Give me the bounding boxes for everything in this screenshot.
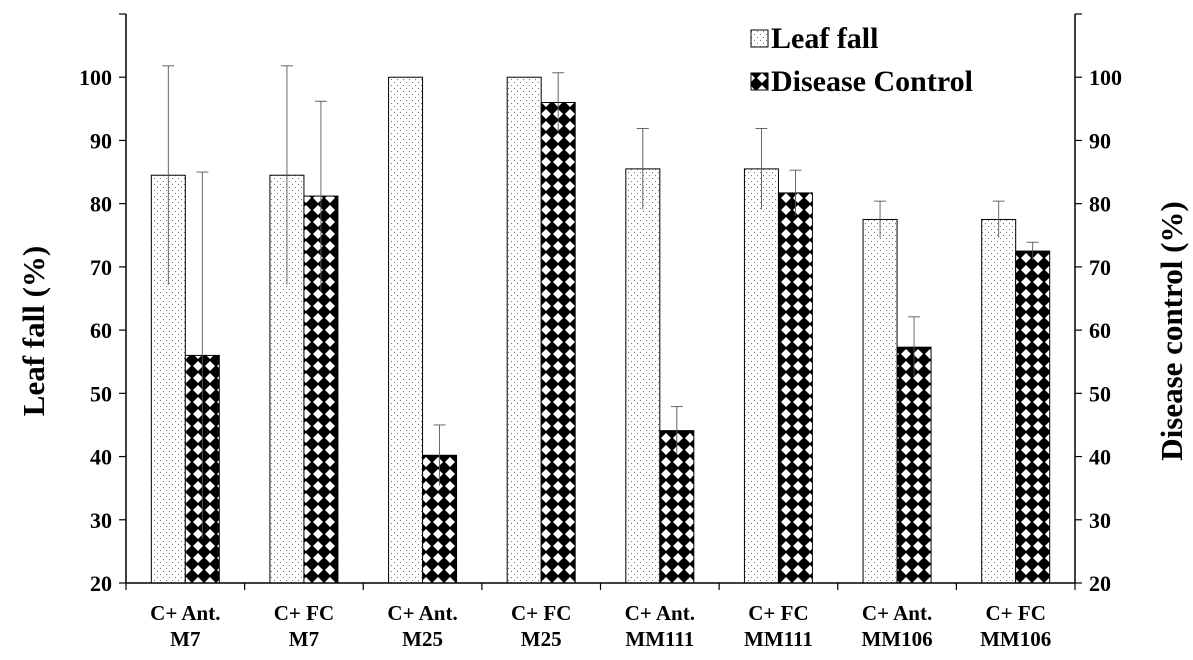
y-tick-label-left: 80 [90, 192, 112, 217]
y-tick-label-right: 90 [1089, 128, 1111, 153]
y-tick-label-right: 40 [1089, 445, 1111, 470]
y-tick-label-left: 50 [90, 381, 112, 406]
x-tick-label-treatment: C+ FC [748, 601, 808, 625]
x-tick-label-treatment: C+ Ant. [625, 601, 695, 625]
y-tick-label-left: 20 [90, 571, 112, 596]
y-tick-label-right: 70 [1089, 255, 1111, 280]
bar-leaf-fall [506, 76, 542, 584]
legend-swatch-leaf-fall [750, 29, 769, 48]
y-tick-label-right: 50 [1089, 381, 1111, 406]
bar-leaf-fall [862, 218, 898, 584]
x-tick-label-treatment: C+ Ant. [387, 601, 457, 625]
x-tick-label-treatment: C+ FC [511, 601, 571, 625]
legend-label-disease-control: Disease Control [771, 65, 973, 98]
y-axis-title-left: Leaf fall (%) [16, 246, 51, 416]
y-tick-label-left: 40 [90, 445, 112, 470]
x-tick-label-rootstock: M7 [170, 627, 200, 651]
x-tick-label-rootstock: MM111 [625, 627, 694, 651]
y-tick-label-right: 80 [1089, 192, 1111, 217]
y-tick-label-right: 100 [1089, 65, 1122, 90]
bar-disease-control [540, 102, 576, 584]
x-tick-label-treatment: C+ FC [986, 601, 1046, 625]
x-tick-label-rootstock: M25 [402, 627, 443, 651]
y-tick-label-left: 30 [90, 508, 112, 533]
y-tick-label-left: 60 [90, 318, 112, 343]
x-tick-label-treatment: C+ Ant. [150, 601, 220, 625]
y-tick-label-right: 60 [1089, 318, 1111, 343]
x-tick-label-rootstock: M7 [289, 627, 319, 651]
x-tick-label-rootstock: MM106 [861, 627, 932, 651]
x-tick-label-treatment: C+ Ant. [862, 601, 932, 625]
x-tick-label-rootstock: MM111 [744, 627, 813, 651]
x-tick-label-rootstock: MM106 [980, 627, 1051, 651]
y-tick-label-left: 90 [90, 128, 112, 153]
x-tick-label-treatment: C+ FC [274, 601, 334, 625]
y-tick-label-left: 100 [79, 65, 112, 90]
y-tick-label-right: 30 [1089, 508, 1111, 533]
bar-leaf-fall [388, 76, 424, 584]
y-tick-label-left: 70 [90, 255, 112, 280]
bar-disease-control [777, 192, 813, 584]
bar-leaf-fall [625, 168, 661, 584]
x-tick-label-rootstock: M25 [521, 627, 562, 651]
bar-leaf-fall [981, 218, 1017, 584]
y-tick-label-right: 20 [1089, 571, 1111, 596]
legend-swatch-disease-control [750, 72, 769, 91]
legend: Leaf fall Disease Control [750, 22, 973, 98]
bar-disease-control [1015, 250, 1051, 584]
y-axis-title-right: Disease control (%) [1154, 201, 1189, 460]
bar-leaf-fall [743, 168, 779, 584]
legend-label-leaf-fall: Leaf fall [771, 22, 878, 55]
bar-disease-control [896, 346, 932, 584]
bar-disease-control [659, 430, 695, 584]
